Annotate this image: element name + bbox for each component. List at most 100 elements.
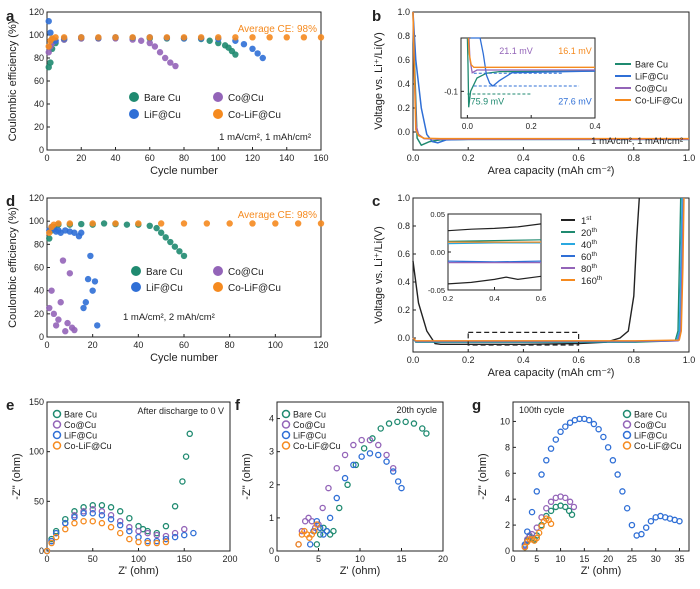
data-point: [203, 220, 211, 227]
data-point: [89, 220, 96, 227]
data-point: [126, 523, 133, 531]
data-point: [562, 423, 569, 430]
data-point: [126, 527, 133, 535]
data-point: [232, 34, 239, 41]
data-point: [226, 220, 233, 227]
data-point: [78, 34, 85, 41]
legend-label: Co-LiF@Cu: [228, 110, 281, 121]
series-line-1st-a: [447, 223, 542, 232]
data-point: [116, 521, 124, 529]
data-point: [55, 220, 62, 227]
data-point: [317, 34, 325, 41]
data-point: [66, 270, 74, 277]
y-tick-label: 0.2: [397, 103, 410, 113]
data-point: [538, 523, 545, 530]
data-point: [300, 34, 308, 41]
data-point: [98, 502, 106, 509]
data-point: [623, 504, 631, 512]
legend-marker: [281, 420, 291, 429]
x-tick-label: 0.4: [517, 153, 530, 163]
series-line-60th: [412, 197, 685, 343]
data-point: [180, 252, 188, 260]
data-point: [182, 453, 190, 460]
data-point: [126, 535, 133, 543]
data-point: [614, 471, 621, 478]
y-tick-label: -0.1: [444, 87, 458, 96]
data-point: [161, 54, 169, 62]
panel-title: 100th cycle: [519, 405, 565, 415]
legend-label: Co-LiF@Cu: [635, 96, 683, 106]
data-point: [89, 502, 97, 509]
data-point: [89, 517, 97, 525]
panel-label-d: d: [6, 193, 15, 210]
legend-marker: [131, 266, 141, 276]
x-tick-label: 10: [556, 554, 566, 564]
x-tick-label: 0.8: [628, 355, 641, 365]
data-point: [91, 278, 99, 285]
y-tick-label: 80: [34, 53, 44, 63]
x-tick-label: 35: [674, 554, 684, 564]
x-tick-label: 1.0: [683, 355, 696, 365]
legend-marker: [213, 92, 223, 102]
x-tick-label: 0.0: [407, 355, 420, 365]
data-point: [375, 451, 382, 459]
data-point: [126, 514, 133, 522]
data-point: [294, 220, 302, 227]
data-point: [89, 506, 97, 513]
x-tick-label: 200: [222, 554, 237, 564]
y-tick-label: 2: [505, 520, 510, 530]
data-point: [190, 529, 197, 537]
data-point: [383, 458, 390, 465]
legend-marker: [281, 441, 291, 450]
legend-label: LiF@Cu: [634, 431, 667, 441]
data-point: [557, 428, 564, 436]
data-point: [389, 468, 397, 475]
legend-marker: [213, 282, 223, 292]
inset-label: 75.9 mV: [471, 97, 505, 107]
data-point: [46, 229, 53, 236]
panel-title: After discharge to 0 V: [137, 406, 224, 416]
series-line-co-lif-cu: [467, 37, 595, 68]
data-point: [410, 420, 418, 427]
data-point: [206, 37, 213, 44]
y-tick-label: 100: [29, 216, 44, 226]
data-point: [418, 425, 426, 432]
series-line-20th: [412, 197, 682, 343]
legend-label: 20th: [581, 227, 597, 239]
data-point: [377, 425, 384, 432]
panel-label-f: f: [235, 397, 241, 414]
x-tick-label: 20: [438, 554, 448, 564]
data-point: [157, 229, 165, 236]
data-point: [46, 304, 53, 312]
data-point: [197, 34, 205, 41]
data-point: [80, 510, 87, 517]
data-point: [333, 494, 341, 502]
data-point: [590, 420, 598, 428]
legend-label: Co-LiF@Cu: [228, 283, 281, 294]
data-point: [62, 525, 69, 533]
data-point: [249, 220, 256, 227]
legend-marker: [622, 409, 632, 419]
data-point: [71, 508, 78, 515]
data-point: [48, 537, 55, 545]
x-tick-label: 120: [245, 153, 260, 163]
data-point: [521, 543, 529, 551]
x-tick-label: 140: [279, 153, 294, 163]
condition-annotation: 1 mA/cm², 1 mAh/cm²: [219, 132, 311, 143]
x-tick-label: 20: [603, 554, 613, 564]
y-tick-label: 1.0: [397, 193, 410, 203]
x-tick-label: 100: [131, 554, 146, 564]
data-point: [676, 517, 683, 525]
data-point: [609, 457, 617, 464]
data-point: [333, 464, 341, 472]
data-point: [600, 433, 607, 441]
data-point: [80, 508, 87, 515]
data-point: [562, 494, 569, 502]
data-point: [320, 531, 327, 538]
data-point: [383, 451, 390, 459]
legend-label: Co-LiF@Cu: [293, 441, 341, 451]
data-point: [71, 519, 78, 527]
data-point: [107, 511, 115, 519]
data-point: [240, 41, 248, 48]
